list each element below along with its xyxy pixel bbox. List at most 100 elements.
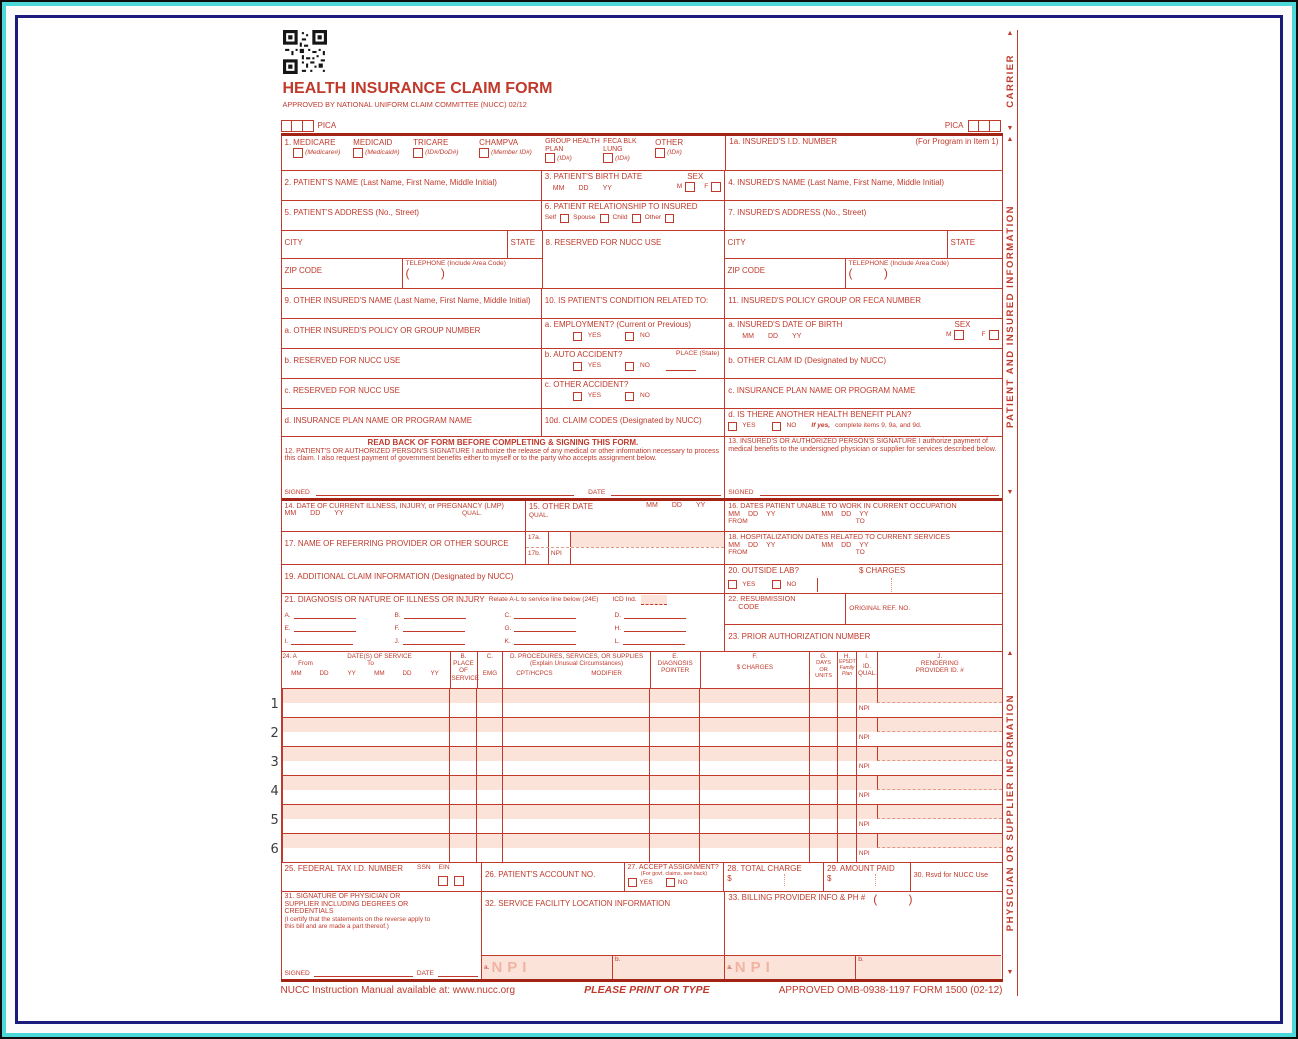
diag-line-h[interactable] [624, 623, 687, 632]
diag-line-f[interactable] [402, 623, 465, 632]
patient-state[interactable]: STATE [506, 231, 542, 258]
checkbox-sex-m[interactable] [685, 181, 696, 192]
pica-box[interactable] [302, 120, 314, 132]
checkbox-lab-no[interactable] [772, 580, 782, 590]
checkbox-insured-sex-f[interactable] [988, 329, 999, 340]
place-state-line[interactable] [665, 362, 696, 371]
date-label: DATE [588, 488, 606, 496]
checkbox-ssn[interactable] [437, 875, 448, 886]
date-line[interactable] [437, 968, 478, 977]
field-22-original-ref[interactable]: ORIGINAL REF. NO. [845, 594, 1001, 624]
diag-line-j[interactable] [402, 636, 465, 645]
checkbox-employment-no[interactable] [624, 331, 634, 341]
pica-box[interactable] [967, 120, 979, 132]
insured-telephone[interactable]: TELEPHONE (Include Area Code)( ) [844, 259, 1002, 288]
field-25-label: 25. FEDERAL TAX I.D. NUMBER [284, 864, 404, 873]
field-1a-insured-id[interactable]: 1a. INSURED'S I.D. NUMBER (For Program i… [725, 136, 1001, 170]
insured-state[interactable]: STATE [946, 231, 1002, 258]
field-9a-policy-number[interactable]: a. OTHER INSURED'S POLICY OR GROUP NUMBE… [282, 319, 541, 348]
field-17a-qualifier[interactable] [547, 532, 570, 547]
date-line[interactable] [611, 487, 722, 496]
checkbox-feca-blk-lung[interactable] [603, 153, 614, 164]
field-33-body[interactable]: 33. BILLING PROVIDER INFO & PH # ( ) [725, 892, 1001, 955]
diag-line-g[interactable] [514, 623, 577, 632]
checkbox-sex-f[interactable] [711, 181, 722, 192]
field-2-patient-name[interactable]: 2. PATIENT'S NAME (Last Name, First Name… [282, 171, 541, 200]
diag-line-e[interactable] [293, 623, 356, 632]
field-7-insured-address[interactable]: 7. INSURED'S ADDRESS (No., Street) [724, 201, 1001, 230]
checkbox-group-health-plan[interactable] [545, 153, 556, 164]
field-11b-other-claim-id[interactable]: b. OTHER CLAIM ID (Designated by NUCC) [724, 349, 1001, 378]
patient-zip[interactable]: ZIP CODE [282, 259, 402, 288]
checkbox-lab-yes[interactable] [728, 580, 738, 590]
service-line[interactable]: 6 NPI [271, 833, 1002, 862]
checkbox-other-accident-no[interactable] [624, 391, 634, 401]
pica-box[interactable] [291, 120, 303, 132]
field-19-additional-claim[interactable]: 19. ADDITIONAL CLAIM INFORMATION (Design… [282, 565, 725, 593]
checkbox-medicare[interactable] [293, 147, 304, 158]
checkbox-insured-sex-m[interactable] [954, 329, 965, 340]
signature-line[interactable] [313, 968, 413, 977]
insured-city[interactable]: CITY [725, 231, 947, 258]
service-line[interactable]: 3 NPI [271, 746, 1002, 775]
checkbox-benefit-yes[interactable] [728, 421, 738, 431]
field-26-account-no[interactable]: 26. PATIENT'S ACCOUNT NO. [480, 863, 624, 891]
diag-line-k[interactable] [513, 636, 576, 645]
checkbox-self[interactable] [560, 213, 570, 223]
checkbox-auto-yes[interactable] [572, 361, 582, 371]
pica-box[interactable] [978, 120, 990, 132]
field-17b-npi[interactable] [569, 548, 724, 564]
field-33b-other-id[interactable]: b. [855, 956, 1002, 979]
diag-line-c[interactable] [514, 610, 577, 619]
field-22-resubmission[interactable]: 22. RESUBMISSION CODE [725, 594, 845, 624]
signature-line[interactable] [759, 487, 999, 496]
checkbox-tricare[interactable] [413, 147, 424, 158]
diag-line-b[interactable] [403, 610, 466, 619]
diag-line-d[interactable] [624, 610, 687, 619]
field-5-patient-address[interactable]: 5. PATIENT'S ADDRESS (No., Street) [282, 201, 541, 230]
service-line[interactable]: 1 NPI [271, 688, 1002, 717]
field-9-other-insured-name[interactable]: 9. OTHER INSURED'S NAME (Last Name, Firs… [282, 289, 541, 318]
field-17a-id[interactable] [569, 532, 725, 547]
checkbox-assign-yes[interactable] [627, 877, 637, 887]
checkbox-assign-no[interactable] [665, 877, 675, 887]
field-33a-npi[interactable]: a. NPI [725, 956, 856, 979]
checkbox-other-accident-yes[interactable] [572, 391, 582, 401]
checkbox-child[interactable] [631, 213, 641, 223]
checkbox-champva[interactable] [479, 147, 490, 158]
field-29-amount-paid[interactable]: 29. AMOUNT PAID $ [823, 863, 910, 891]
field-11-policy-group[interactable]: 11. INSURED'S POLICY GROUP OR FECA NUMBE… [724, 289, 1001, 318]
field-28-total-charge[interactable]: 28. TOTAL CHARGE $ [723, 863, 823, 891]
field-9d-plan-name[interactable]: d. INSURANCE PLAN NAME OR PROGRAM NAME [282, 409, 541, 436]
service-line[interactable]: 4 NPI [271, 775, 1002, 804]
service-line[interactable]: 5 NPI [271, 804, 1002, 833]
field-3-birth-date[interactable]: 3. PATIENT'S BIRTH DATE SEX MM DD YY M F [540, 171, 725, 200]
field-32b-other-id[interactable]: b. [611, 956, 725, 979]
icd-ind-box[interactable] [640, 595, 667, 605]
checkbox-other-payer[interactable] [655, 147, 666, 158]
checkbox-auto-no[interactable] [624, 361, 634, 371]
pica-box[interactable] [280, 120, 292, 132]
field-4-insured-name[interactable]: 4. INSURED'S NAME (Last Name, First Name… [724, 171, 1001, 200]
field-32-body[interactable]: 32. SERVICE FACILITY LOCATION INFORMATIO… [482, 892, 724, 955]
checkbox-medicaid[interactable] [353, 147, 364, 158]
insured-zip[interactable]: ZIP CODE [725, 259, 845, 288]
checkbox-rel-other[interactable] [665, 213, 675, 223]
diag-line-l[interactable] [623, 636, 685, 645]
field-17-referring-provider[interactable]: 17. NAME OF REFERRING PROVIDER OR OTHER … [282, 532, 525, 564]
checkbox-benefit-no[interactable] [772, 421, 782, 431]
field-11c-plan-name[interactable]: c. INSURANCE PLAN NAME OR PROGRAM NAME [724, 379, 1001, 408]
checkbox-employment-yes[interactable] [572, 331, 582, 341]
checkbox-spouse[interactable] [599, 213, 609, 223]
diag-line-a[interactable] [293, 610, 356, 619]
checkbox-ein[interactable] [453, 875, 464, 886]
field-10d-claim-codes[interactable]: 10d. CLAIM CODES (Designated by NUCC) [540, 409, 725, 436]
pica-box[interactable] [989, 120, 1001, 132]
service-line[interactable]: 2 NPI [271, 717, 1002, 746]
field-23-prior-auth[interactable]: 23. PRIOR AUTHORIZATION NUMBER [725, 624, 1002, 651]
field-32a-npi[interactable]: a. NPI [481, 956, 612, 979]
diag-line-i[interactable] [291, 636, 354, 645]
signature-line[interactable] [315, 487, 575, 496]
patient-telephone[interactable]: TELEPHONE (Include Area Code)( ) [401, 259, 542, 288]
patient-city[interactable]: CITY [282, 231, 507, 258]
